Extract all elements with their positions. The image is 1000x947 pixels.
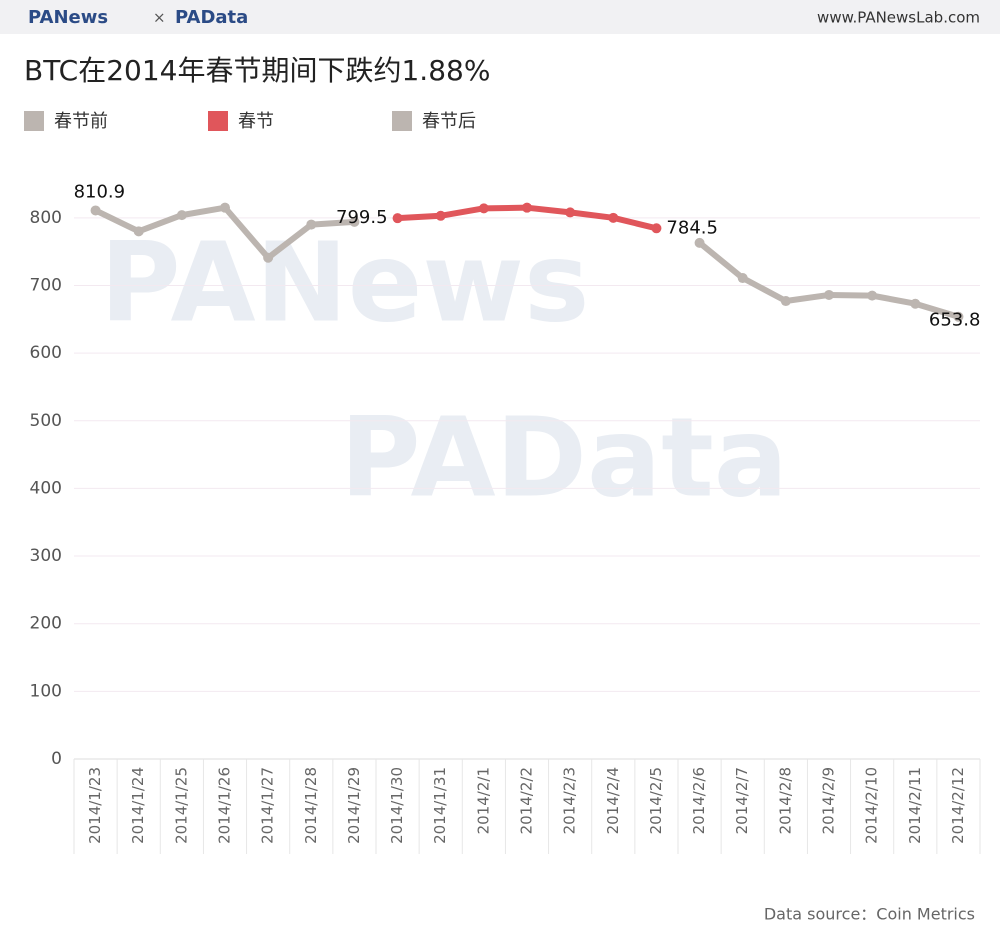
legend-swatch [24, 111, 44, 131]
point [392, 213, 403, 224]
logo-left: PANews [28, 7, 108, 28]
point [694, 237, 705, 248]
legend-swatch [392, 111, 412, 131]
x-tick-label: 2014/1/31 [431, 767, 449, 844]
point [824, 289, 834, 300]
point [90, 205, 101, 216]
legend-label: 春节 [238, 111, 274, 132]
x-tick-label: 2014/1/23 [86, 767, 104, 844]
x-tick-label: 2014/2/4 [604, 767, 622, 834]
point [953, 311, 964, 322]
data-label: 784.5 [666, 217, 718, 238]
point [306, 219, 317, 230]
point [867, 290, 878, 301]
point [133, 226, 144, 237]
y-tick-label: 200 [30, 614, 62, 634]
y-tick-label: 400 [30, 478, 62, 498]
x-tick-label: 2014/2/6 [690, 767, 708, 834]
point [435, 210, 446, 221]
header-url: www.PANewsLab.com [817, 9, 980, 27]
y-tick-label: 500 [30, 411, 62, 431]
x-tick-label: 2014/1/30 [388, 767, 406, 844]
point [522, 202, 532, 213]
watermark: PANews [100, 218, 589, 346]
chart-title: BTC在2014年春节期间下跌约1.88% [24, 54, 490, 87]
x-tick-label: 2014/2/9 [820, 767, 838, 834]
point [608, 212, 619, 223]
y-tick-label: 800 [30, 208, 62, 228]
x-tick-label: 2014/2/5 [647, 767, 665, 834]
x-tick-label: 2014/1/29 [345, 767, 363, 844]
point [910, 298, 921, 309]
x-tick-label: 2014/1/27 [259, 767, 277, 844]
point [349, 216, 360, 227]
point [565, 207, 576, 218]
x-tick-label: 2014/2/10 [863, 767, 881, 844]
x-tick-label: 2014/2/1 [474, 767, 492, 834]
y-tick-label: 700 [30, 275, 62, 295]
x-tick-label: 2014/2/2 [518, 767, 536, 834]
legend-label: 春节后 [422, 111, 476, 132]
point [737, 273, 748, 284]
source: Data source：Coin Metrics [764, 905, 975, 924]
point [780, 296, 791, 307]
data-label: 810.9 [74, 181, 126, 202]
point [220, 202, 230, 213]
data-label: 653.8 [929, 310, 981, 331]
point [651, 223, 662, 234]
legend-swatch [208, 111, 228, 131]
point [478, 203, 489, 214]
header-bar [0, 0, 1000, 34]
watermark: PAData [340, 393, 788, 521]
x-tick-label: 2014/1/25 [172, 767, 190, 844]
point [263, 252, 274, 263]
x-tick-label: 2014/1/26 [216, 767, 234, 844]
data-label: 799.5 [336, 207, 388, 228]
legend-label: 春节前 [54, 111, 108, 132]
point [176, 210, 187, 221]
y-tick-label: 300 [30, 546, 62, 566]
logo-right: PAData [175, 7, 248, 28]
y-tick-label: 600 [30, 343, 62, 363]
x-tick-label: 2014/2/11 [906, 767, 924, 844]
logo-separator: × [153, 9, 166, 27]
x-tick-label: 2014/2/8 [776, 767, 794, 834]
x-tick-label: 2014/1/24 [129, 767, 147, 844]
y-tick-label: 100 [30, 681, 62, 701]
y-tick-label: 0 [51, 749, 62, 769]
x-tick-label: 2014/2/3 [561, 767, 579, 834]
x-tick-label: 2014/2/7 [733, 767, 751, 834]
x-tick-label: 2014/1/28 [302, 767, 320, 844]
x-tick-label: 2014/2/12 [949, 767, 967, 844]
